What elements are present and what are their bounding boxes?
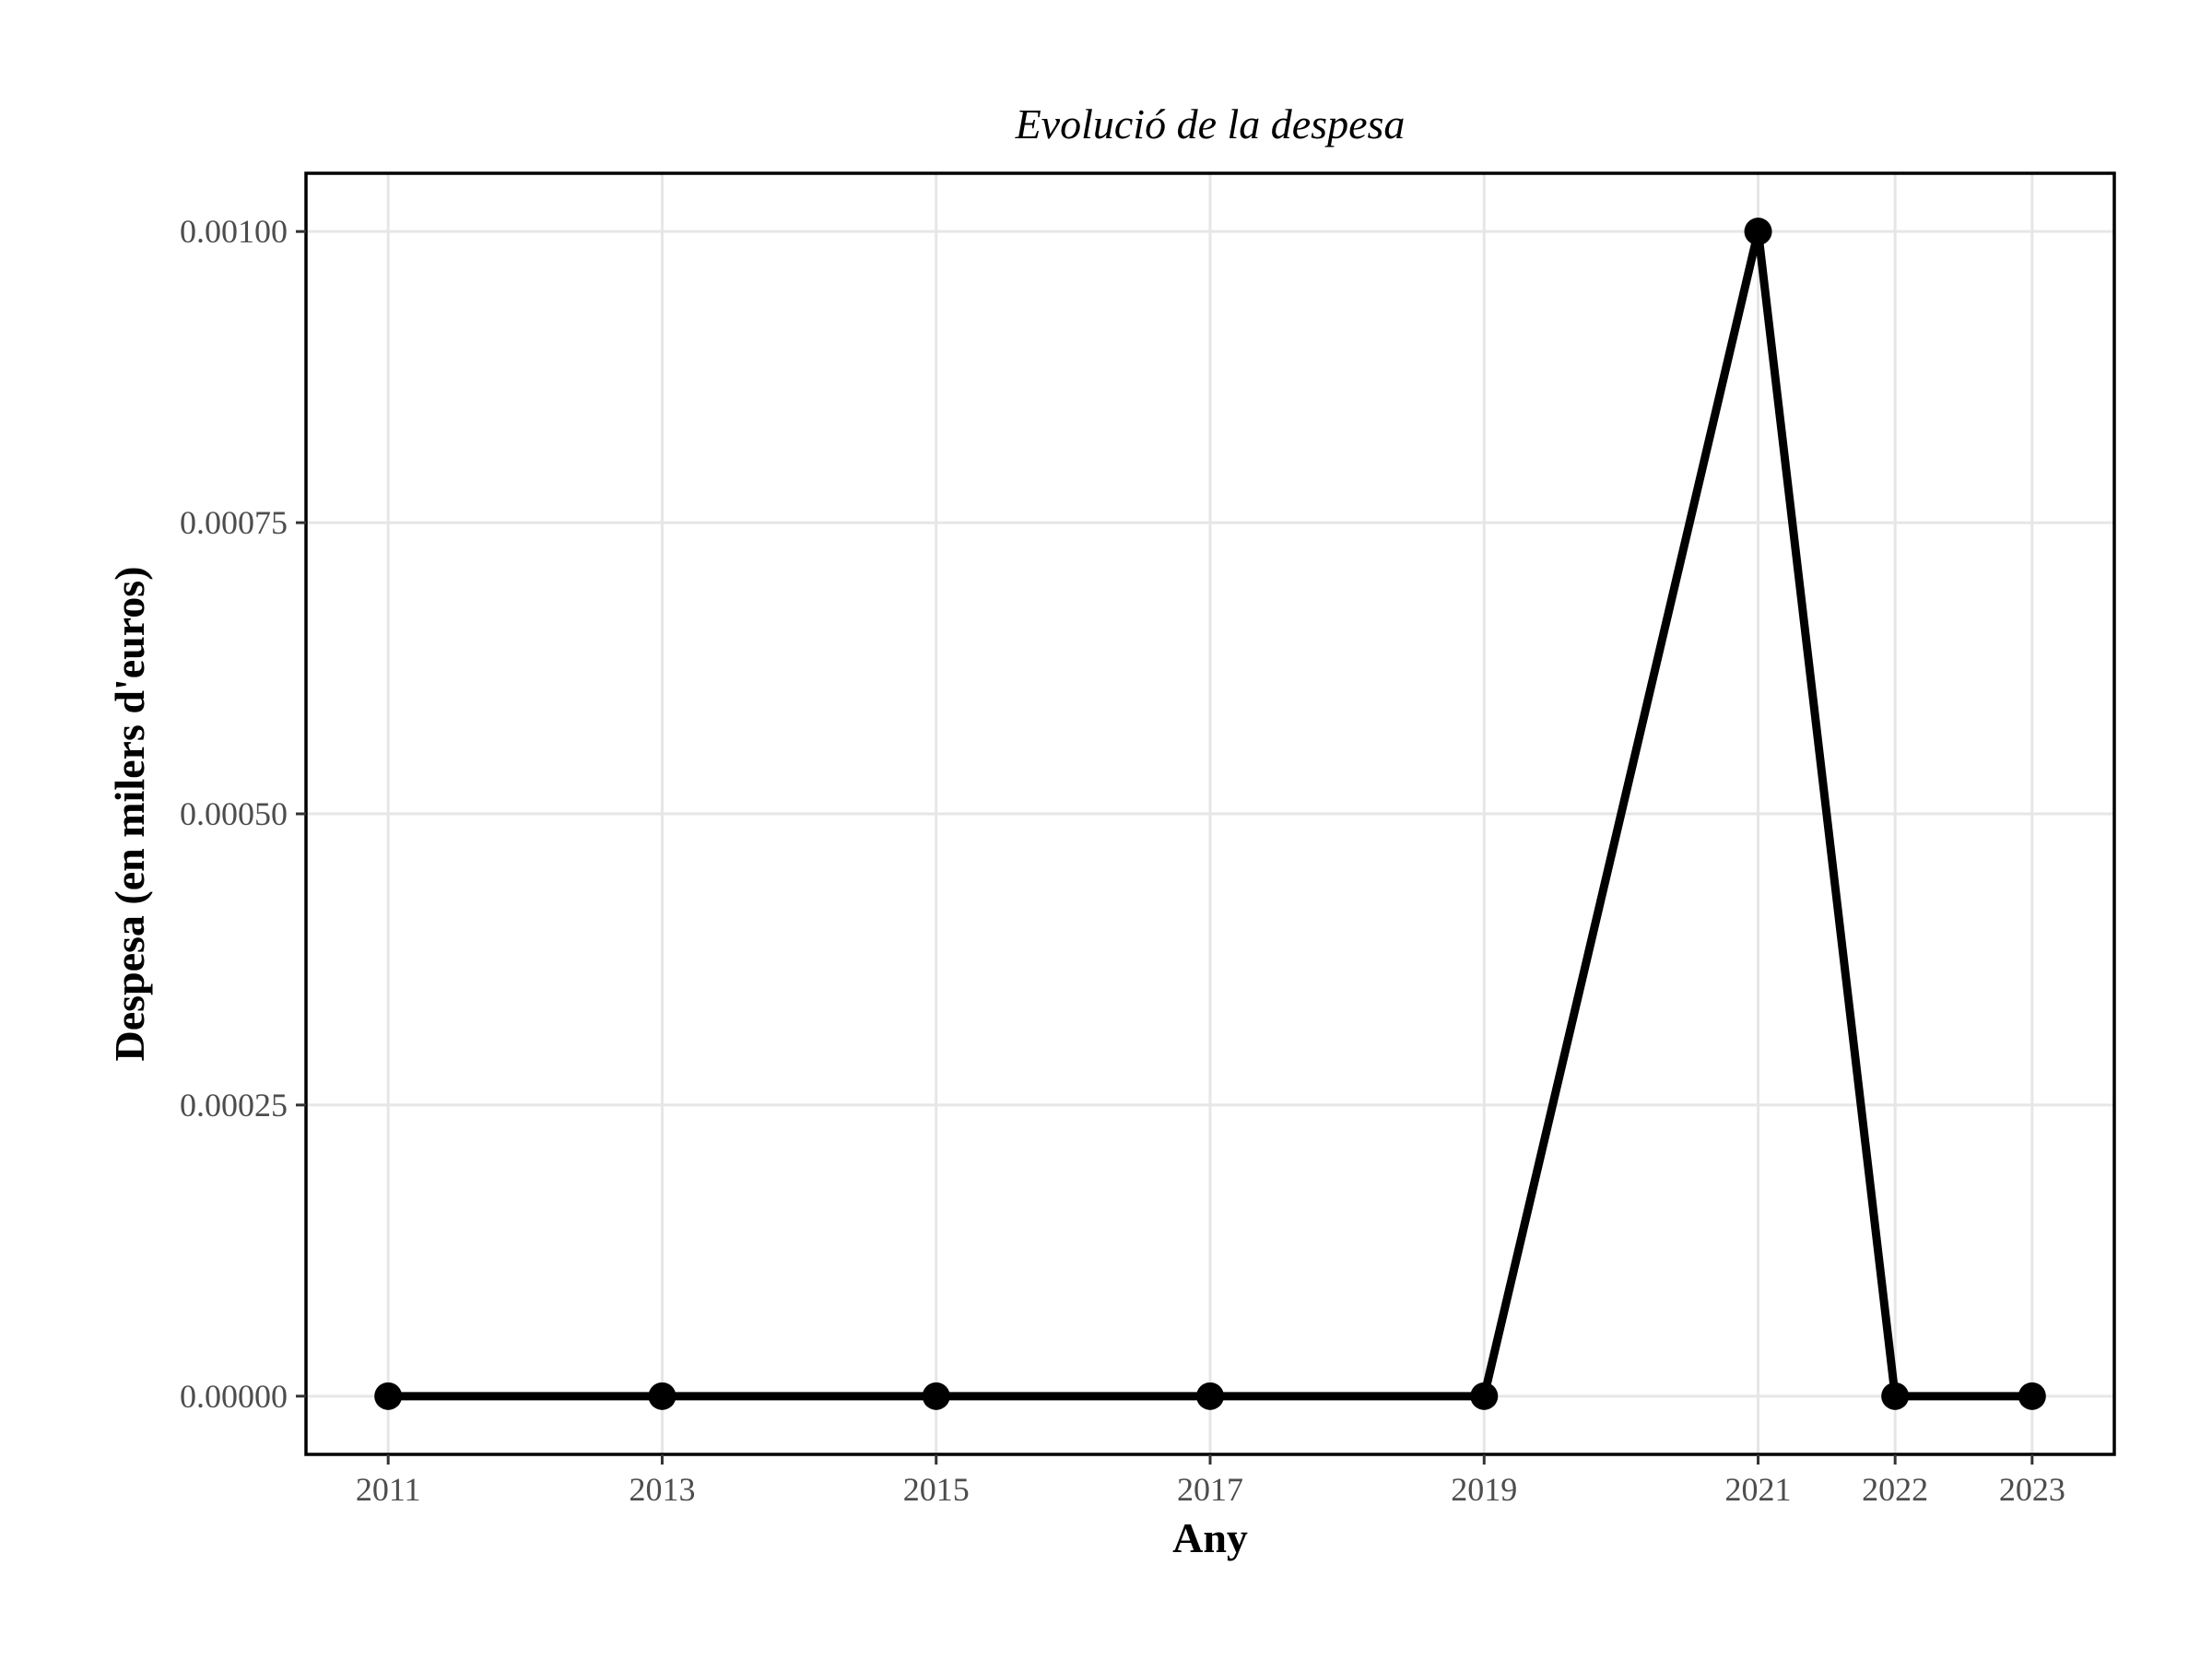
gridlines bbox=[306, 173, 2114, 1454]
x-tick-label: 2019 bbox=[1451, 1471, 1517, 1508]
data-point bbox=[374, 1382, 403, 1410]
x-axis-title: Any bbox=[1172, 1514, 1248, 1561]
data-point bbox=[2018, 1382, 2046, 1410]
series-line bbox=[388, 230, 2032, 1401]
x-tick-label: 2022 bbox=[1862, 1471, 1928, 1508]
x-tick-label: 2011 bbox=[356, 1471, 421, 1508]
y-axis: 0.00000 0.00025 0.00050 0.00075 0.00100 bbox=[180, 213, 306, 1415]
y-tick-label: 0.00025 bbox=[180, 1087, 288, 1124]
data-point bbox=[1881, 1382, 1910, 1410]
x-tick-label: 2017 bbox=[1177, 1471, 1243, 1508]
data-point bbox=[1470, 1382, 1499, 1410]
data-point bbox=[648, 1382, 677, 1410]
data-point bbox=[1196, 1382, 1224, 1410]
x-tick-label: 2023 bbox=[1999, 1471, 2065, 1508]
chart-title: Evolució de la despesa bbox=[1015, 100, 1406, 147]
y-tick-label: 0.00050 bbox=[180, 795, 288, 832]
series-despesa bbox=[374, 218, 2046, 1410]
data-point bbox=[922, 1382, 950, 1410]
x-tick-label: 2015 bbox=[903, 1471, 970, 1508]
y-tick-label: 0.00075 bbox=[180, 504, 288, 541]
x-axis: 2011 2013 2015 2017 2019 2021 2022 2023 bbox=[356, 1454, 2065, 1508]
y-tick-label: 0.00000 bbox=[180, 1378, 288, 1415]
y-axis-title: Despesa (en milers d'euros) bbox=[106, 566, 153, 1061]
data-point bbox=[1744, 218, 1772, 246]
x-tick-label: 2013 bbox=[629, 1471, 695, 1508]
y-tick-label: 0.00100 bbox=[180, 213, 288, 250]
x-tick-label: 2021 bbox=[1725, 1471, 1792, 1508]
